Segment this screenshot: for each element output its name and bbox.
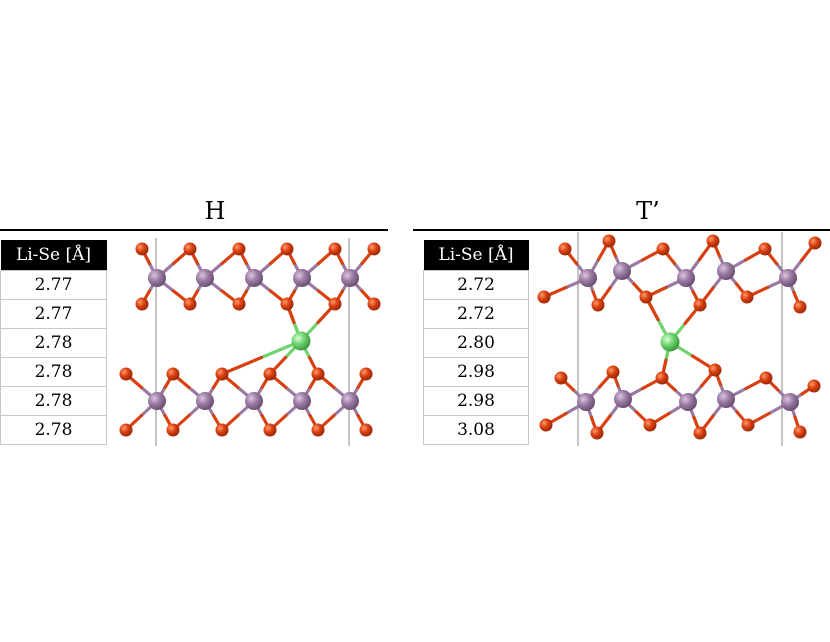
metal-atom [148,269,166,287]
metal-atom [781,393,799,411]
table-cell: 2.80 [423,328,529,358]
selenium-atom [539,418,553,432]
selenium-atom [119,423,133,437]
selenium-atom [166,423,180,437]
selenium-atom [693,298,707,312]
selenium-atom [328,242,342,256]
selenium-atom [602,234,616,248]
selenium-atom [367,297,381,311]
atoms [119,234,822,440]
metal-atom [341,269,359,287]
selenium-atom [655,371,669,385]
metal-atom [577,393,595,411]
lithium-atom [291,331,311,351]
selenium-atom [328,297,342,311]
bond-length-table-h: Li-Se [Å] 2.77 2.77 2.78 2.78 2.78 2.78 [0,240,107,445]
selenium-atom [135,297,149,311]
metal-atom [717,390,735,408]
metal-atom [613,262,631,280]
selenium-atom [591,298,605,312]
selenium-atom [359,423,373,437]
selenium-atom [807,379,821,393]
selenium-atom [537,290,551,304]
selenium-atom [232,297,246,311]
panel-title-h: H [204,197,226,225]
bond-length-table-t-prime: Li-Se [Å] 2.72 2.72 2.80 2.98 2.98 3.08 [423,240,529,445]
selenium-atom [183,242,197,256]
bonds [124,239,817,435]
selenium-atom [741,418,755,432]
selenium-atom [263,367,277,381]
table-cell: 3.08 [423,415,529,445]
selenium-atom [367,242,381,256]
metal-atom [779,269,797,287]
selenium-atom [359,367,373,381]
table-header: Li-Se [Å] [0,240,107,271]
table-cell: 2.78 [0,415,107,445]
bond [220,355,264,376]
metal-atom [148,392,166,410]
selenium-atom [232,242,246,256]
selenium-atom [215,367,229,381]
selenium-atom [759,371,773,385]
selenium-atom [606,365,620,379]
selenium-atom [135,242,149,256]
metal-atom [293,392,311,410]
table-cell: 2.72 [423,270,529,300]
selenium-atom [793,425,807,439]
table-cell: 2.77 [0,270,107,300]
selenium-atom [706,234,720,248]
selenium-atom [215,423,229,437]
metal-atom [196,392,214,410]
selenium-atom [280,242,294,256]
title-rule-h [0,229,388,231]
selenium-atom [311,423,325,437]
metal-atom [579,269,597,287]
table-cell: 2.98 [423,386,529,416]
selenium-atom [590,426,604,440]
metal-atom [341,392,359,410]
metal-atom [614,390,632,408]
table-header: Li-Se [Å] [423,240,529,271]
metal-atom [293,269,311,287]
selenium-atom [558,242,572,256]
table-cell: 2.78 [0,357,107,387]
selenium-atom [758,242,772,256]
selenium-atom [693,426,707,440]
metal-atom [717,262,735,280]
selenium-atom [708,363,722,377]
lithium-atom [660,332,680,352]
selenium-atom [643,418,657,432]
selenium-atom [639,290,653,304]
selenium-atom [656,242,670,256]
selenium-atom [740,290,754,304]
metal-atom [196,269,214,287]
selenium-atom [280,297,294,311]
metal-atom [245,269,263,287]
table-cell: 2.77 [0,299,107,329]
title-rule-t-prime [413,229,830,231]
metal-atom [677,269,695,287]
selenium-atom [263,423,277,437]
selenium-atom [808,236,822,250]
selenium-atom [183,297,197,311]
panel-title-t-prime: T’ [636,197,660,225]
selenium-atom [311,367,325,381]
metal-atom [245,392,263,410]
selenium-atom [793,300,807,314]
selenium-atom [554,371,568,385]
selenium-atom [119,367,133,381]
unit-cell-boundaries [155,232,783,446]
metal-atom [679,393,697,411]
selenium-atom [166,367,180,381]
